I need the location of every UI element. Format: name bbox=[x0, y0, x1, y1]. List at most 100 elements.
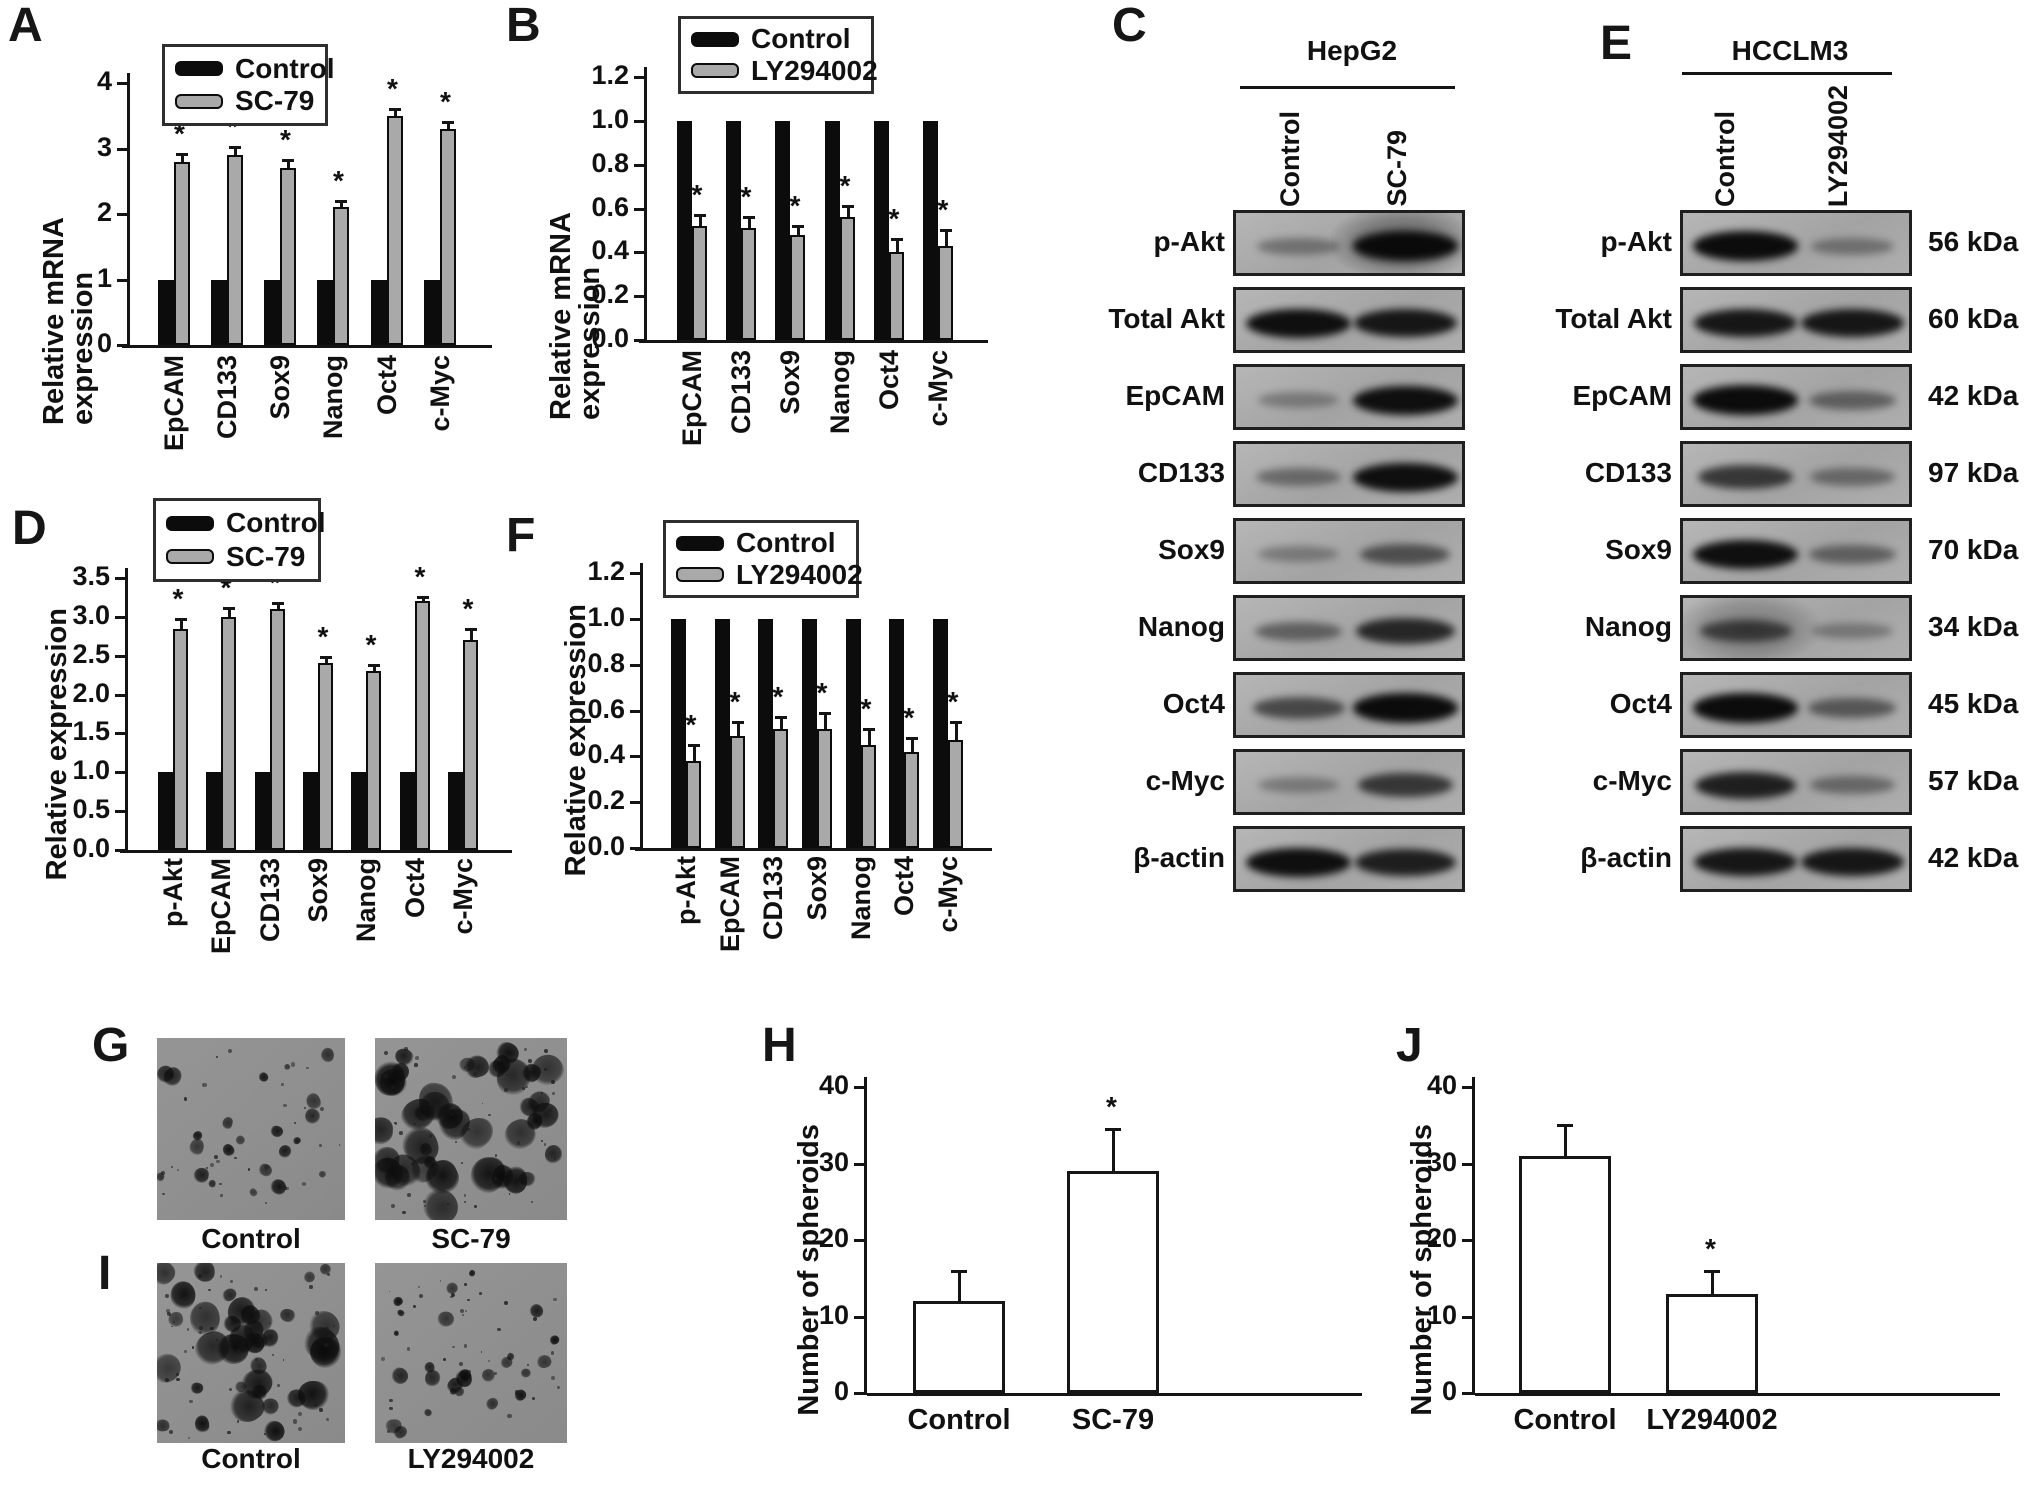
spheroid-blob bbox=[480, 1367, 497, 1384]
spheroid-blob bbox=[234, 1133, 247, 1147]
lane-label: Control bbox=[1269, 95, 1311, 207]
spheroid-blob bbox=[157, 1418, 171, 1432]
legend-swatch-control bbox=[166, 515, 214, 531]
legend-entry: LY294002 bbox=[676, 560, 863, 589]
y-axis-title-text: Number of spheroids bbox=[792, 1124, 825, 1416]
bar-control bbox=[255, 772, 270, 850]
y-tick-label: 1.2 bbox=[591, 60, 629, 90]
y-tick-mark bbox=[1462, 1239, 1472, 1242]
error-bar-line bbox=[324, 657, 328, 664]
molecular-weight-label: 97 kDa bbox=[1928, 457, 2019, 488]
spheroid-speck bbox=[442, 1357, 446, 1361]
blot-row bbox=[1233, 672, 1465, 738]
x-axis bbox=[635, 848, 992, 851]
blot-row bbox=[1680, 364, 1912, 430]
spheroid-speck bbox=[202, 1082, 207, 1088]
y-tick-label: 1 bbox=[96, 262, 112, 293]
x-category-label: Nanog bbox=[349, 858, 383, 1023]
molecular-weight-label: 34 kDa bbox=[1928, 611, 2019, 642]
x-category-label: c-Myc bbox=[921, 350, 955, 515]
lane-label-text: Control bbox=[1274, 111, 1305, 207]
spheroid-speck bbox=[383, 1051, 388, 1056]
x-category-label: SC-79 bbox=[1071, 1404, 1155, 1436]
bar-control bbox=[933, 618, 948, 848]
spheroid-speck bbox=[199, 1306, 202, 1310]
x-category-label-text: c-Myc bbox=[447, 858, 478, 935]
spheroid-blob bbox=[278, 1307, 297, 1323]
spheroid-blob bbox=[393, 1330, 399, 1337]
spheroid-speck bbox=[488, 1359, 491, 1363]
bar-treatment bbox=[790, 234, 805, 340]
spheroid-speck bbox=[388, 1290, 391, 1293]
y-tick-mark bbox=[630, 572, 640, 575]
spheroid-speck bbox=[293, 1419, 298, 1424]
x-category-label-text: Nanog bbox=[317, 355, 348, 439]
protein-band bbox=[1694, 848, 1798, 876]
protein-band bbox=[1808, 698, 1897, 718]
error-bar-line bbox=[340, 200, 343, 208]
spheroid-speck bbox=[313, 1403, 318, 1407]
y-tick-label: 0.6 bbox=[587, 693, 625, 724]
error-bar-line bbox=[846, 206, 850, 218]
x-category-label-text: CD133 bbox=[211, 355, 242, 440]
legend-label: Control bbox=[751, 23, 851, 55]
protein-band bbox=[1692, 385, 1799, 415]
y-tick-label: 0 bbox=[1441, 1376, 1457, 1406]
y-axis-title: Number of spheroids bbox=[790, 1067, 828, 1473]
legend-label: Control bbox=[736, 527, 836, 559]
spheroid-speck bbox=[540, 1091, 543, 1094]
x-category-label: CD133 bbox=[724, 350, 758, 515]
significance-star: * bbox=[740, 181, 752, 213]
spheroid-speck bbox=[237, 1348, 242, 1353]
molecular-weight-label: 56 kDa bbox=[1928, 226, 2019, 257]
blot-row bbox=[1680, 441, 1912, 507]
protein-band bbox=[1257, 237, 1340, 255]
significance-star: * bbox=[888, 203, 900, 235]
blot-row bbox=[1680, 826, 1912, 892]
x-category-label: Nanog bbox=[316, 355, 350, 520]
spheroid-speck bbox=[389, 1406, 394, 1411]
blot-row bbox=[1233, 364, 1465, 430]
cell-line-underline bbox=[1240, 86, 1455, 89]
significance-star: * bbox=[947, 685, 959, 717]
significance-star: * bbox=[280, 124, 291, 156]
protein-band bbox=[1258, 777, 1339, 793]
spheroid-speck bbox=[447, 1202, 449, 1205]
blot-row bbox=[1233, 441, 1465, 507]
error-bar-line bbox=[1564, 1125, 1567, 1156]
protein-band bbox=[1810, 468, 1895, 486]
error-bar-line bbox=[698, 215, 702, 227]
protein-band bbox=[1352, 231, 1459, 261]
spheroid-speck bbox=[415, 1056, 419, 1060]
spheroid-speck bbox=[381, 1356, 386, 1361]
spheroid-speck bbox=[467, 1298, 471, 1302]
spheroid-speck bbox=[297, 1412, 302, 1417]
lane-label: LY294002 bbox=[1817, 68, 1859, 207]
spheroid-speck bbox=[428, 1134, 433, 1139]
spheroid-speck bbox=[463, 1201, 466, 1203]
spheroid-blob bbox=[318, 1170, 328, 1180]
y-axis-title-text: Relative mRNA expression bbox=[545, 213, 606, 420]
protein-label: p-Akt bbox=[1153, 226, 1225, 257]
error-bar-line bbox=[954, 721, 958, 741]
error-bar-cap bbox=[951, 1269, 967, 1273]
error-bar-cap bbox=[416, 595, 429, 599]
y-tick-mark bbox=[115, 693, 125, 697]
y-tick-mark bbox=[634, 295, 644, 299]
spheroid-speck bbox=[473, 1071, 477, 1076]
bar-treatment bbox=[270, 609, 285, 850]
y-tick-label: 0.5 bbox=[72, 794, 110, 825]
legend-entry: SC-79 bbox=[166, 542, 308, 571]
spheroid-speck bbox=[216, 1055, 219, 1058]
error-bar-cap bbox=[774, 716, 787, 720]
spheroid-speck bbox=[171, 1325, 173, 1328]
y-tick-mark bbox=[630, 755, 640, 759]
bar-treatment bbox=[227, 155, 243, 345]
spheroid-speck bbox=[390, 1203, 395, 1208]
error-bar-line bbox=[796, 226, 800, 235]
y-axis-title: Relative mRNA expression bbox=[38, 63, 99, 425]
x-category-label-text: c-Myc bbox=[424, 355, 455, 432]
x-category-label-text: c-Myc bbox=[922, 350, 953, 427]
spheroid-speck bbox=[552, 1297, 557, 1302]
protein-label: Sox9 bbox=[1605, 534, 1672, 565]
